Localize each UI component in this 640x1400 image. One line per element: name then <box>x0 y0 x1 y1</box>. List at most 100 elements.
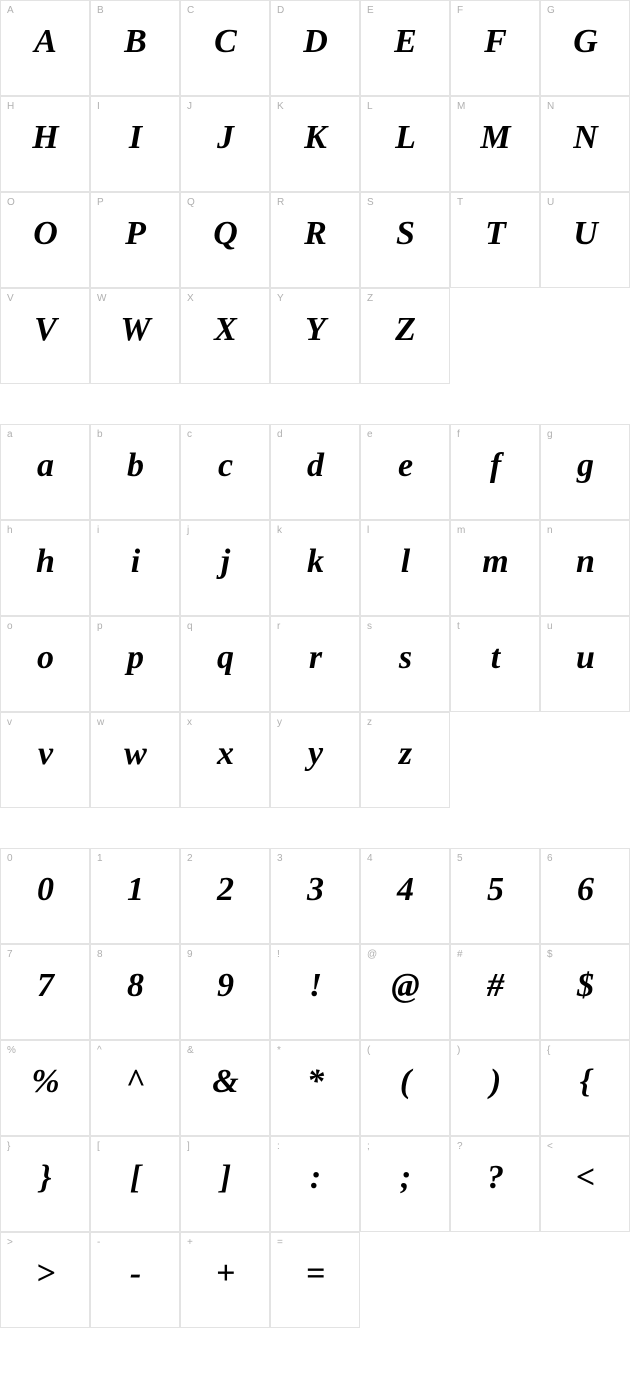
glyph-cell: << <box>540 1136 630 1232</box>
empty-cell <box>540 712 630 808</box>
glyph-cell: -- <box>90 1232 180 1328</box>
cell-glyph: 5 <box>451 871 539 909</box>
glyph-cell: %% <box>0 1040 90 1136</box>
glyph-cell: XX <box>180 288 270 384</box>
empty-cell <box>450 1232 540 1328</box>
glyph-cell: 99 <box>180 944 270 1040</box>
cell-glyph: E <box>361 23 449 61</box>
cell-key-label: J <box>187 101 192 112</box>
cell-glyph: 9 <box>181 967 269 1005</box>
glyph-cell: >> <box>0 1232 90 1328</box>
cell-key-label: r <box>277 621 280 632</box>
glyph-cell: 44 <box>360 848 450 944</box>
glyph-cell: ss <box>360 616 450 712</box>
cell-key-label: + <box>187 1237 193 1248</box>
cell-glyph: + <box>181 1255 269 1293</box>
cell-glyph: $ <box>541 967 629 1005</box>
glyph-cell: aa <box>0 424 90 520</box>
cell-key-label: A <box>7 5 14 16</box>
cell-key-label: : <box>277 1141 280 1152</box>
glyph-cell: DD <box>270 0 360 96</box>
glyph-cell: HH <box>0 96 90 192</box>
cell-key-label: t <box>457 621 460 632</box>
cell-glyph: i <box>91 543 179 581</box>
glyph-cell: VV <box>0 288 90 384</box>
glyph-cell: 55 <box>450 848 540 944</box>
cell-glyph: { <box>541 1063 629 1101</box>
cell-key-label: Z <box>367 293 373 304</box>
cell-glyph: O <box>1 215 89 253</box>
cell-glyph: 8 <box>91 967 179 1005</box>
cell-glyph: N <box>541 119 629 157</box>
glyph-cell: }} <box>0 1136 90 1232</box>
cell-glyph: Y <box>271 311 359 349</box>
glyph-grid: 00112233445566778899!!@@##$$%%^^&&**(())… <box>0 848 640 1328</box>
cell-key-label: d <box>277 429 283 440</box>
glyph-cell: $$ <box>540 944 630 1040</box>
glyph-cell: EE <box>360 0 450 96</box>
glyph-cell: ZZ <box>360 288 450 384</box>
cell-glyph: r <box>271 639 359 677</box>
cell-key-label: ] <box>187 1141 190 1152</box>
cell-key-label: = <box>277 1237 283 1248</box>
glyph-grid: aabbccddeeffgghhiijjkkllmmnnooppqqrrsstt… <box>0 424 640 808</box>
section-lowercase: aabbccddeeffgghhiijjkkllmmnnooppqqrrsstt… <box>0 424 640 808</box>
cell-glyph: < <box>541 1159 629 1197</box>
cell-glyph: 4 <box>361 871 449 909</box>
cell-key-label: m <box>457 525 465 536</box>
glyph-cell: ++ <box>180 1232 270 1328</box>
cell-glyph: d <box>271 447 359 485</box>
empty-cell <box>360 1232 450 1328</box>
empty-cell <box>450 712 540 808</box>
cell-glyph: q <box>181 639 269 677</box>
glyph-cell: ii <box>90 520 180 616</box>
cell-key-label: 1 <box>97 853 103 864</box>
cell-key-label: 9 <box>187 949 193 960</box>
glyph-grid: AABBCCDDEEFFGGHHIIJJKKLLMMNNOOPPQQRRSSTT… <box>0 0 640 384</box>
cell-glyph: T <box>451 215 539 253</box>
cell-glyph: S <box>361 215 449 253</box>
empty-cell <box>540 1232 630 1328</box>
cell-glyph: U <box>541 215 629 253</box>
cell-key-label: l <box>367 525 369 536</box>
glyph-cell: gg <box>540 424 630 520</box>
cell-key-label: g <box>547 429 553 440</box>
glyph-cell: KK <box>270 96 360 192</box>
cell-key-label: s <box>367 621 372 632</box>
cell-key-label: ; <box>367 1141 370 1152</box>
glyph-cell: rr <box>270 616 360 712</box>
glyph-cell: zz <box>360 712 450 808</box>
glyph-cell: ?? <box>450 1136 540 1232</box>
cell-glyph: M <box>451 119 539 157</box>
glyph-cell: bb <box>90 424 180 520</box>
cell-key-label: & <box>187 1045 194 1056</box>
glyph-cell: NN <box>540 96 630 192</box>
glyph-cell: ## <box>450 944 540 1040</box>
cell-glyph: 6 <box>541 871 629 909</box>
glyph-cell: JJ <box>180 96 270 192</box>
glyph-cell: UU <box>540 192 630 288</box>
glyph-cell: 66 <box>540 848 630 944</box>
cell-glyph: B <box>91 23 179 61</box>
cell-key-label: * <box>277 1045 281 1056</box>
cell-key-label: L <box>367 101 373 112</box>
glyph-cell: jj <box>180 520 270 616</box>
empty-cell <box>450 288 540 384</box>
cell-glyph: [ <box>91 1159 179 1197</box>
cell-key-label: o <box>7 621 13 632</box>
cell-glyph: e <box>361 447 449 485</box>
cell-key-label: Q <box>187 197 195 208</box>
glyph-cell: ww <box>90 712 180 808</box>
cell-glyph: J <box>181 119 269 157</box>
cell-glyph: @ <box>361 967 449 1005</box>
cell-key-label: G <box>547 5 555 16</box>
cell-key-label: 2 <box>187 853 193 864</box>
cell-key-label: ^ <box>97 1045 102 1056</box>
glyph-cell: && <box>180 1040 270 1136</box>
cell-key-label: b <box>97 429 103 440</box>
cell-key-label: Y <box>277 293 284 304</box>
cell-key-label: 4 <box>367 853 373 864</box>
cell-glyph: * <box>271 1063 359 1101</box>
cell-glyph: n <box>541 543 629 581</box>
cell-key-label: 8 <box>97 949 103 960</box>
